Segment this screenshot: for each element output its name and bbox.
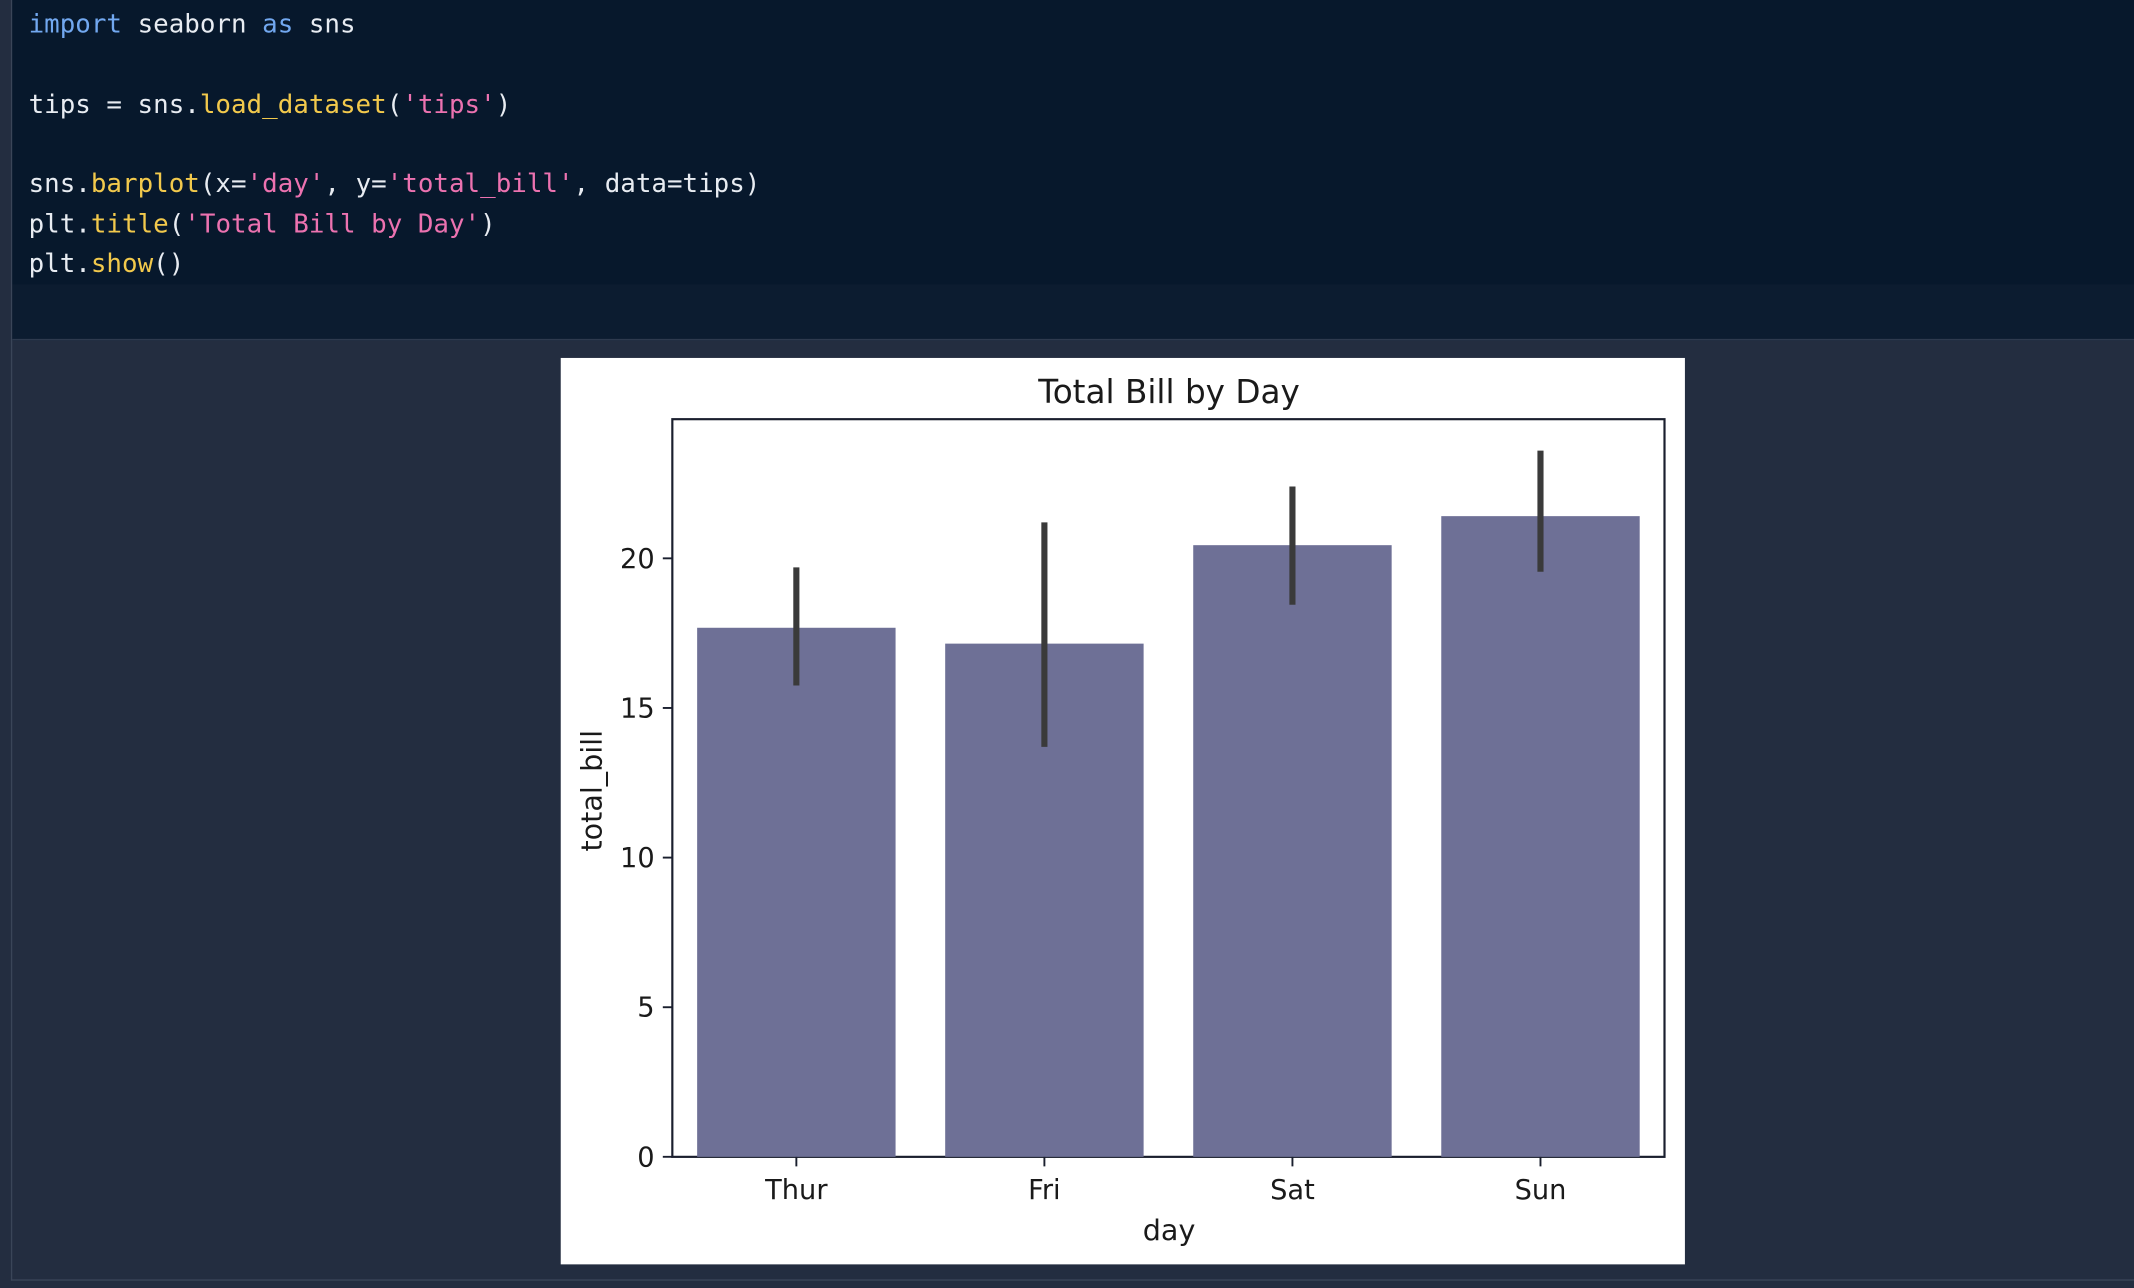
y-axis-label: total_bill [575,730,609,852]
code-token: barplot [90,169,200,199]
code-editor-footer [12,284,2134,341]
y-axis-ticks: 0 5 10 15 20 [620,544,673,1173]
code-token: title [90,208,169,239]
code-token: , y= [324,169,387,199]
bar-chart: Total Bill by Day 0 5 10 15 20 Thur Fri Sat Sun… [575,373,1666,1247]
notebook-cell: import seaborn as sns tips = sns.load_dat… [10,0,2134,1281]
code-token: 'tips' [402,89,496,120]
code-token: plt. [28,208,91,239]
bars [697,516,1640,1157]
x-axis-ticks: Thur Fri Sat Sun [764,1156,1567,1206]
code-token: show [90,248,154,279]
code-token: ) [495,89,512,120]
code-line: tips = sns.load_dataset('tips') [29,88,512,121]
code-line: plt.title('Total Bill by Day') [29,208,496,241]
x-tick-label: Sun [1515,1175,1567,1206]
x-tick-label: Thur [764,1175,828,1206]
y-tick-label: 20 [620,544,655,575]
code-token: tips = sns. [28,89,200,120]
chart-title: Total Bill by Day [1037,373,1300,411]
code-token: import [28,9,123,40]
y-tick-label: 0 [637,1142,654,1173]
code-token: (x= [199,169,247,199]
x-tick-label: Fri [1028,1175,1060,1206]
y-tick-label: 10 [620,843,655,874]
x-axis-label: day [1143,1213,1196,1247]
code-token: 'day' [246,169,325,199]
code-token: 'Total Bill by Day' [184,208,481,239]
x-tick-label: Sat [1270,1175,1315,1206]
code-line: sns.barplot(x='day', y='total_bill', dat… [29,168,761,201]
code-editor[interactable]: import seaborn as sns tips = sns.load_dat… [12,0,2134,285]
code-token: () [153,248,185,279]
bar-sun [1441,516,1640,1157]
code-token: 'total_bill' [386,169,574,199]
code-token: ( [386,89,403,120]
code-token: seaborn [122,9,263,40]
code-token: ) [480,208,496,239]
y-tick-label: 15 [620,693,655,724]
code-token: as [262,9,294,40]
code-token: plt. [28,248,91,279]
code-token: load_dataset [199,89,387,120]
code-token: , data=tips) [573,169,761,199]
code-token: sns [293,9,356,40]
cell-output: Total Bill by Day 0 5 10 15 20 Thur Fri Sat Sun… [560,357,1685,1265]
y-tick-label: 5 [637,993,654,1024]
bar-sat [1193,545,1392,1157]
bar-thur [697,627,896,1157]
code-token: sns. [28,169,91,199]
code-line: import seaborn as sns [29,8,356,41]
code-line: plt.show() [29,247,185,280]
code-token: ( [168,208,185,239]
error-bars [793,450,1544,747]
